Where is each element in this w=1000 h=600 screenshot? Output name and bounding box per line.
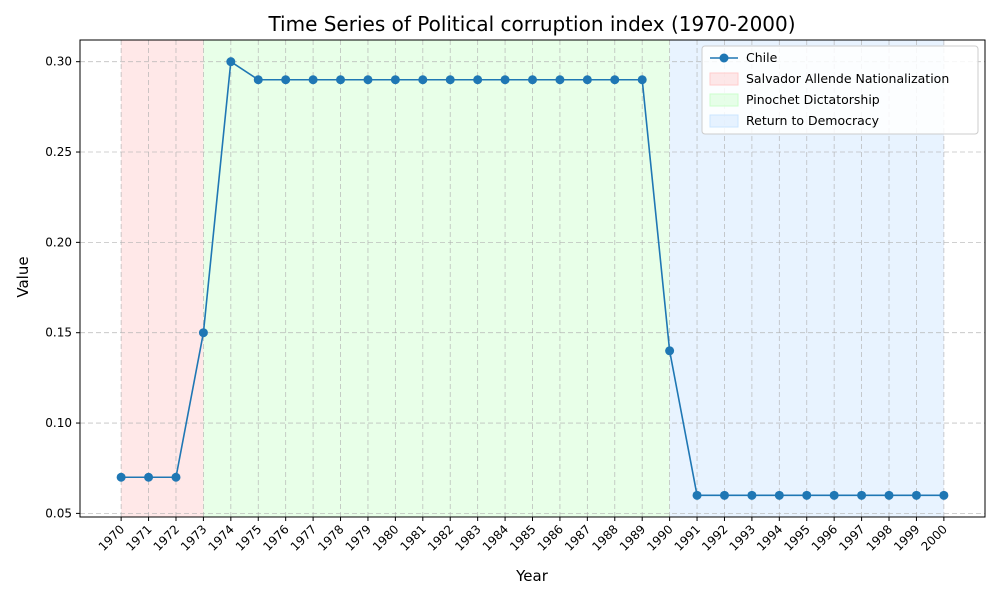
y-tick-label: 0.10 xyxy=(45,416,72,430)
x-tick-label: 1993 xyxy=(727,522,758,553)
x-tick-label: 1982 xyxy=(425,522,456,553)
x-tick-label: 1978 xyxy=(315,522,346,553)
data-point xyxy=(116,472,126,482)
chart-title: Time Series of Political corruption inde… xyxy=(267,12,795,36)
x-tick-label: 1997 xyxy=(836,522,867,553)
data-point xyxy=(747,490,757,500)
x-tick-label: 1987 xyxy=(562,522,593,553)
data-point xyxy=(857,490,867,500)
data-point xyxy=(802,490,812,500)
y-tick-label: 0.30 xyxy=(45,55,72,69)
period-band-1 xyxy=(121,40,204,517)
y-tick-label: 0.25 xyxy=(45,145,72,159)
x-tick-label: 1992 xyxy=(699,522,730,553)
x-tick-label: 1994 xyxy=(754,522,785,553)
data-point xyxy=(281,75,291,85)
legend-series-marker xyxy=(719,53,729,63)
data-point xyxy=(939,490,949,500)
data-point xyxy=(308,75,318,85)
data-point xyxy=(692,490,702,500)
x-tick-label: 1983 xyxy=(452,522,483,553)
legend: Chile Salvador Allende Nationalization Pin… xyxy=(701,45,979,135)
data-point xyxy=(884,490,894,500)
data-point xyxy=(774,490,784,500)
legend-label-period: Return to Democracy xyxy=(746,113,880,128)
data-point xyxy=(445,75,455,85)
data-point xyxy=(171,472,181,482)
data-point xyxy=(719,490,729,500)
x-tick-label: 1977 xyxy=(288,522,319,553)
legend-label-period: Pinochet Dictatorship xyxy=(746,92,880,107)
data-point xyxy=(582,75,592,85)
x-tick-label: 1990 xyxy=(644,522,675,553)
x-tick-label: 1980 xyxy=(370,522,401,553)
x-tick-label: 2000 xyxy=(918,522,949,553)
x-tick-label: 1984 xyxy=(480,522,511,553)
data-point xyxy=(473,75,483,85)
x-tick-label: 1970 xyxy=(96,522,127,553)
data-point xyxy=(911,490,921,500)
data-point xyxy=(665,346,675,356)
x-tick-label: 1972 xyxy=(151,522,182,553)
data-point xyxy=(528,75,537,85)
y-axis-ticks: 0.05 0.10 0.15 0.20 0.25 0.30 xyxy=(45,55,80,520)
period-band-2 xyxy=(203,40,670,517)
x-tick-label: 1974 xyxy=(205,522,236,553)
x-axis-label: Year xyxy=(515,567,549,585)
data-point xyxy=(198,328,208,338)
legend-swatch-period xyxy=(709,72,739,86)
legend-swatch-period xyxy=(709,93,739,107)
legend-label-period: Salvador Allende Nationalization xyxy=(746,71,949,86)
data-point xyxy=(610,75,620,85)
x-tick-label: 1995 xyxy=(781,522,812,553)
legend-label-series: Chile xyxy=(746,50,778,65)
x-tick-label: 1981 xyxy=(397,522,428,553)
x-tick-label: 1976 xyxy=(260,522,291,553)
y-axis-label: Value xyxy=(14,256,32,297)
legend-swatch-period xyxy=(709,114,739,128)
legend-box xyxy=(701,45,979,135)
data-point xyxy=(418,75,428,85)
data-point xyxy=(500,75,510,85)
x-tick-label: 1996 xyxy=(809,522,840,553)
x-tick-label: 1988 xyxy=(589,522,620,553)
y-tick-label: 0.20 xyxy=(45,235,72,249)
data-point xyxy=(144,472,154,482)
x-tick-label: 1999 xyxy=(891,522,922,553)
data-point xyxy=(637,75,647,85)
x-tick-label: 1979 xyxy=(343,522,374,553)
data-point xyxy=(226,57,236,67)
x-tick-label: 1998 xyxy=(864,522,895,553)
x-tick-label: 1986 xyxy=(535,522,566,553)
x-tick-label: 1971 xyxy=(123,522,154,553)
x-tick-label: 1975 xyxy=(233,522,264,553)
data-point xyxy=(390,75,400,85)
data-point xyxy=(363,75,373,85)
series-layer xyxy=(116,57,949,500)
y-tick-label: 0.05 xyxy=(45,506,72,520)
data-point xyxy=(555,75,565,85)
y-tick-label: 0.15 xyxy=(45,326,72,340)
x-tick-label: 1991 xyxy=(672,522,703,553)
x-axis-ticks: 1970197119721973197419751976197719781979… xyxy=(96,517,950,554)
x-tick-label: 1985 xyxy=(507,522,538,553)
x-tick-label: 1973 xyxy=(178,522,209,553)
data-point xyxy=(829,490,839,500)
data-point xyxy=(253,75,263,85)
x-tick-label: 1989 xyxy=(617,522,648,553)
data-point xyxy=(336,75,346,85)
